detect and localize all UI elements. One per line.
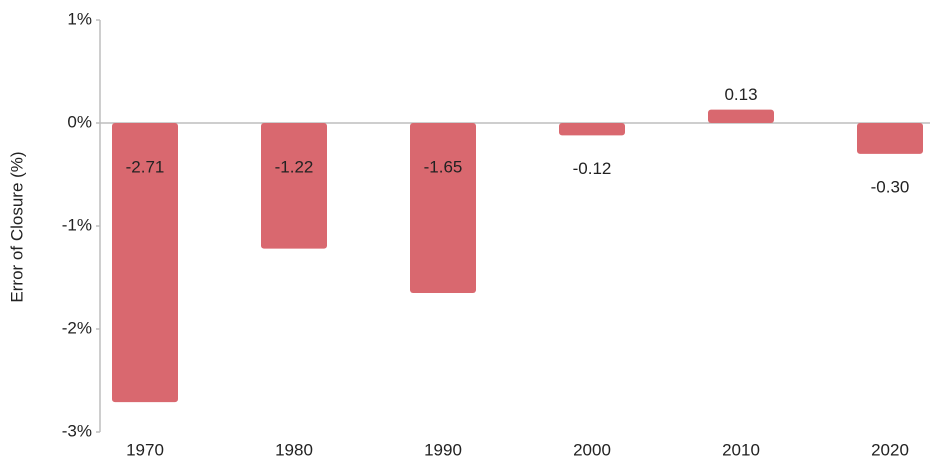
value-label: -1.65 xyxy=(424,157,463,176)
y-tick-label: -2% xyxy=(62,318,92,337)
x-tick-label: 2020 xyxy=(871,440,909,459)
y-axis-label: Error of Closure (%) xyxy=(7,151,26,302)
value-label: -0.12 xyxy=(573,159,612,178)
bar xyxy=(559,123,625,136)
value-label: -2.71 xyxy=(126,157,165,176)
bar xyxy=(708,109,774,123)
bar xyxy=(857,123,923,154)
x-tick-label: 1980 xyxy=(275,440,313,459)
value-label: -1.22 xyxy=(275,157,314,176)
bar xyxy=(112,123,178,403)
y-tick-label: -3% xyxy=(62,421,92,440)
x-tick-label: 1990 xyxy=(424,440,462,459)
value-label: -0.30 xyxy=(871,177,910,196)
x-tick-label: 2010 xyxy=(722,440,760,459)
y-tick-label: 0% xyxy=(67,112,92,131)
x-tick-label: 2000 xyxy=(573,440,611,459)
bar xyxy=(410,123,476,293)
y-tick-label: 1% xyxy=(67,9,92,28)
y-tick-label: -1% xyxy=(62,215,92,234)
x-tick-label: 1970 xyxy=(126,440,164,459)
value-label: 0.13 xyxy=(724,85,757,104)
bar xyxy=(261,123,327,249)
